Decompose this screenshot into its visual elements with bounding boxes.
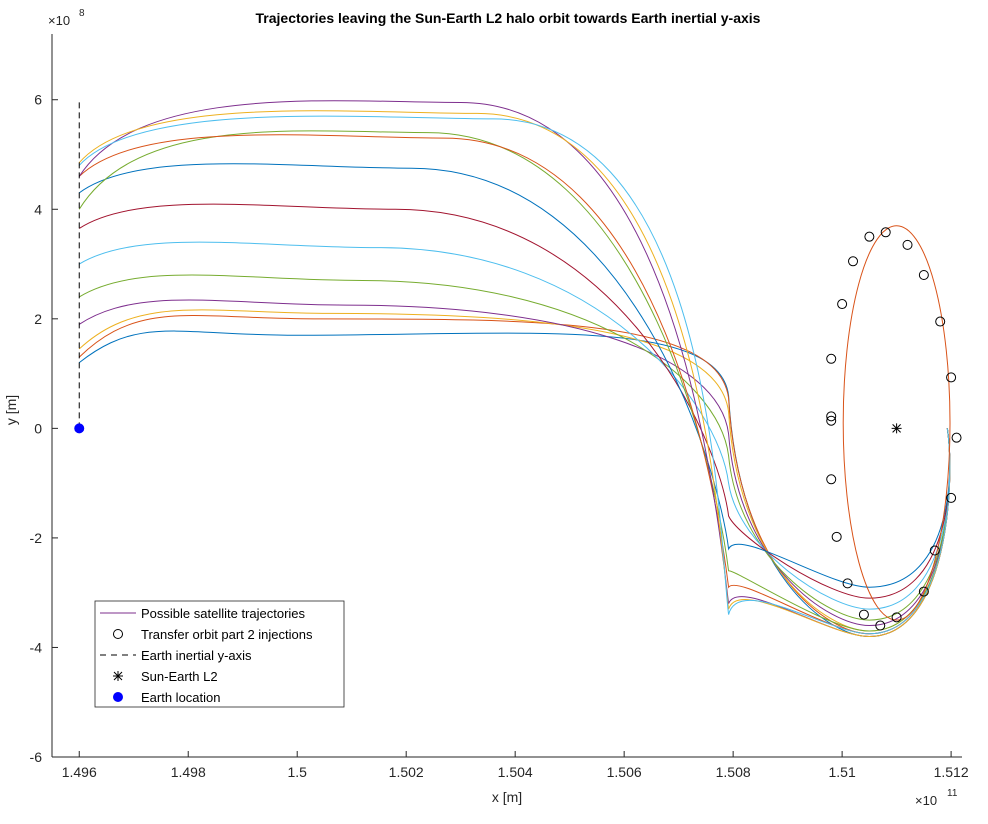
injection-point xyxy=(842,578,853,589)
injection-point xyxy=(826,353,837,364)
chart-title: Trajectories leaving the Sun-Earth L2 ha… xyxy=(256,10,761,26)
x-tick-label: 1.508 xyxy=(716,764,751,780)
x-tick-label: 1.506 xyxy=(607,764,642,780)
legend-entry: Possible satellite trajectories xyxy=(100,606,306,621)
injection-point xyxy=(837,299,848,310)
y-exponent-power: 8 xyxy=(79,8,85,19)
y-tick-label: 4 xyxy=(34,201,42,217)
injection-point xyxy=(826,474,837,485)
injection-point xyxy=(951,432,962,443)
injection-point xyxy=(875,620,886,631)
legend-box xyxy=(94,600,345,708)
legend-entry: Sun-Earth L2 xyxy=(113,669,218,684)
legend-entry: Earth location xyxy=(113,690,221,705)
injection-point xyxy=(918,586,929,597)
trajectory-line xyxy=(78,115,951,635)
legend-entry: Transfer orbit part 2 injections xyxy=(113,627,313,642)
legend-label: Earth location xyxy=(141,690,221,705)
l2-marker xyxy=(891,423,902,434)
y-tick-label: -2 xyxy=(30,530,43,546)
trajectory-line xyxy=(78,241,951,610)
legend: Possible satellite trajectories Transfer … xyxy=(94,600,345,708)
legend-entry: Earth inertial y-axis xyxy=(100,648,252,663)
trajectory-line xyxy=(78,274,951,621)
legend-label: Possible satellite trajectories xyxy=(141,606,306,621)
x-tick-label: 1.5 xyxy=(287,764,307,780)
earth-marker xyxy=(74,423,85,434)
x-axis-label: x [m] xyxy=(492,789,522,805)
injection-point xyxy=(831,531,842,542)
injection-point xyxy=(826,411,837,422)
x-tick-label: 1.504 xyxy=(498,764,533,780)
injection-point xyxy=(946,492,957,503)
marker-layer xyxy=(74,99,962,631)
injection-point xyxy=(858,609,869,620)
y-tick-label: 0 xyxy=(34,420,42,436)
x-exponent-power: 11 xyxy=(947,788,958,799)
x-tick-label: 1.496 xyxy=(62,764,97,780)
trajectory-line xyxy=(78,299,951,627)
y-tick-label: -4 xyxy=(30,639,43,655)
x-tick-label: 1.498 xyxy=(171,764,206,780)
legend-label: Transfer orbit part 2 injections xyxy=(141,627,313,642)
trajectory-line xyxy=(78,110,951,638)
y-tick-label: 6 xyxy=(34,92,42,108)
injection-point xyxy=(848,256,859,267)
y-tick-label: -6 xyxy=(30,749,43,765)
injection-point xyxy=(864,231,875,242)
y-axis-label: y [m] xyxy=(3,395,19,425)
x-tick-label: 1.51 xyxy=(828,764,855,780)
x-tick-label: 1.502 xyxy=(389,764,424,780)
legend-label: Sun-Earth L2 xyxy=(141,669,218,684)
halo-orbit xyxy=(842,225,951,621)
injection-point xyxy=(929,545,940,556)
x-exponent-base: ×10 xyxy=(915,793,937,808)
axes-frame xyxy=(51,34,962,758)
legend-label: Earth inertial y-axis xyxy=(141,648,252,663)
injection-point xyxy=(946,372,957,383)
legend-items: Possible satellite trajectories Transfer … xyxy=(100,606,313,705)
trajectory-layer xyxy=(78,100,951,638)
y-tick-label: 2 xyxy=(34,311,42,327)
tick-layer: 1.496 1.498 1.5 1.502 1.504 1.506 1.508 1.51 1.5… xyxy=(30,92,969,780)
injection-point xyxy=(891,612,902,623)
injection-point xyxy=(880,227,891,238)
x-exponent-label: ×10 11 xyxy=(915,788,958,808)
injection-point xyxy=(918,270,929,280)
y-exponent-label: ×10 8 xyxy=(48,8,85,28)
halo-layer xyxy=(842,225,951,621)
y-exponent-base: ×10 xyxy=(48,13,70,28)
x-tick-label: 1.512 xyxy=(934,764,969,780)
injection-point xyxy=(826,415,837,426)
injection-point xyxy=(935,316,946,327)
injection-point xyxy=(902,239,913,250)
trajectory-line xyxy=(78,203,951,599)
